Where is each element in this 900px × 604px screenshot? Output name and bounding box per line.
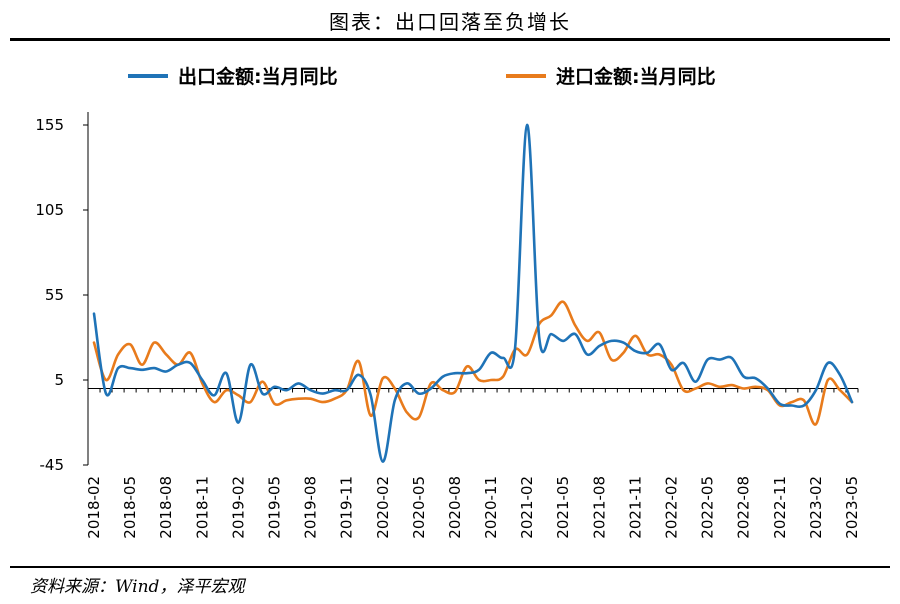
legend-item-import: 进口金额:当月同比 bbox=[506, 62, 716, 89]
bottom-rule bbox=[10, 566, 890, 568]
x-tick-label: 2018-02 bbox=[85, 476, 103, 539]
x-tick-label: 2018-05 bbox=[121, 476, 139, 539]
x-tick-label: 2019-02 bbox=[229, 476, 247, 539]
legend-label-import: 进口金额:当月同比 bbox=[556, 66, 716, 88]
top-rule bbox=[10, 38, 890, 41]
legend-item-export: 出口金额:当月同比 bbox=[128, 62, 338, 89]
x-tick-label: 2020-05 bbox=[410, 476, 428, 539]
x-tick-label: 2021-02 bbox=[518, 476, 536, 539]
legend: 出口金额:当月同比 进口金额:当月同比 bbox=[0, 62, 900, 92]
x-tick-label: 2019-05 bbox=[265, 476, 283, 539]
y-tick-label: -45 bbox=[40, 456, 65, 474]
x-tick-label: 2022-11 bbox=[771, 476, 789, 539]
x-tick-label: 2021-05 bbox=[554, 476, 572, 539]
y-tick-label: 155 bbox=[35, 116, 64, 134]
x-tick-label: 2018-08 bbox=[157, 476, 175, 539]
x-tick-label: 2020-08 bbox=[446, 476, 464, 539]
x-tick-label: 2019-08 bbox=[302, 476, 320, 539]
legend-line-export bbox=[128, 73, 168, 78]
series-line-export bbox=[92, 123, 854, 463]
series-line-import bbox=[92, 300, 854, 426]
x-tick-label: 2020-02 bbox=[374, 476, 392, 539]
source-note: 资料来源：Wind，泽平宏观 bbox=[30, 577, 245, 597]
x-tick-label: 2020-11 bbox=[482, 476, 500, 539]
x-tick-label: 2019-11 bbox=[338, 476, 356, 539]
y-tick-label: 55 bbox=[45, 286, 64, 304]
x-tick-label: 2021-11 bbox=[626, 476, 644, 539]
x-tick-label: 2018-11 bbox=[193, 476, 211, 539]
legend-line-import bbox=[506, 73, 546, 78]
x-tick-label: 2022-02 bbox=[663, 476, 681, 539]
x-tick-label: 2022-05 bbox=[699, 476, 717, 539]
x-tick-label: 2021-08 bbox=[590, 476, 608, 539]
legend-label-export: 出口金额:当月同比 bbox=[178, 66, 338, 88]
x-tick-label: 2022-08 bbox=[735, 476, 753, 539]
x-tick-label: 2023-02 bbox=[807, 476, 825, 539]
chart-title: 图表：出口回落至负增长 bbox=[329, 10, 571, 34]
y-tick-label: 5 bbox=[54, 371, 64, 389]
y-tick-label: 105 bbox=[35, 201, 64, 219]
x-tick-label: 2023-05 bbox=[843, 476, 861, 539]
